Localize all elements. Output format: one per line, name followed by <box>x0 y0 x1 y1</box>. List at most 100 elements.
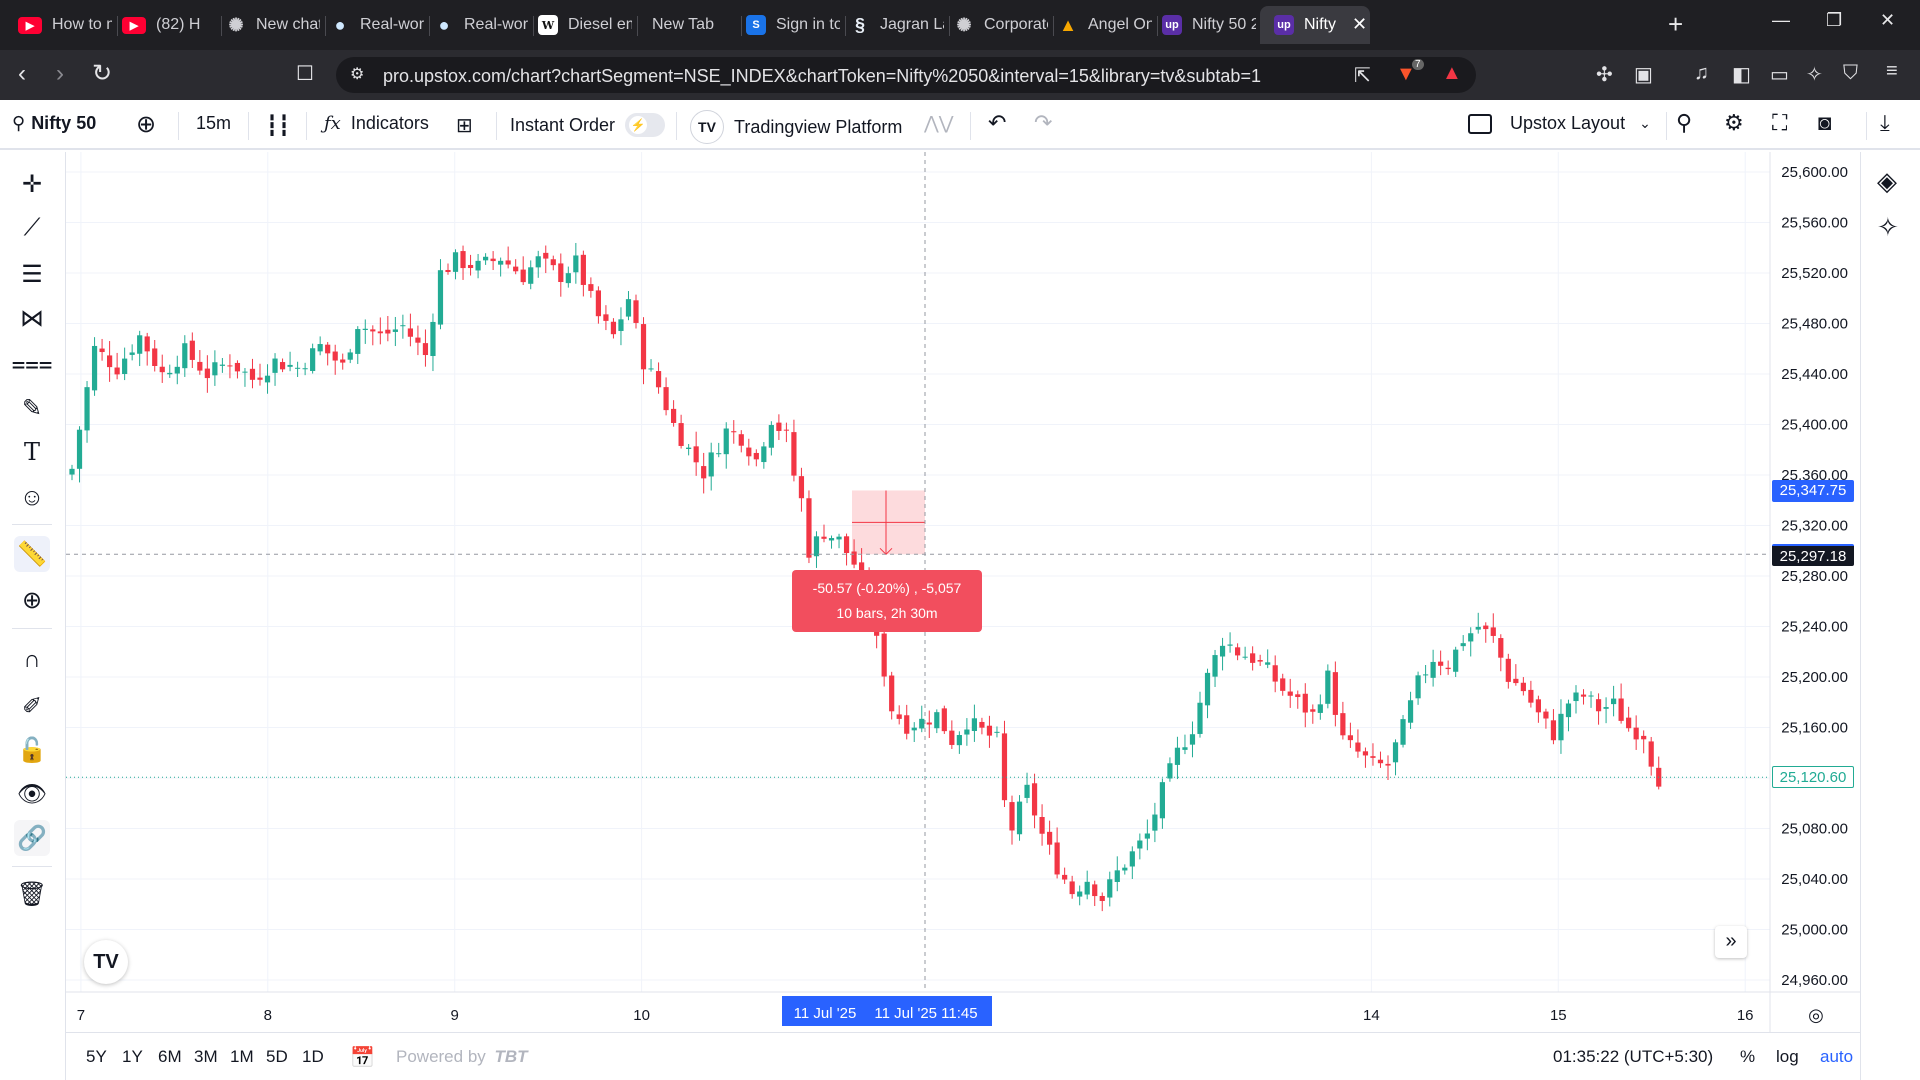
candle-body <box>1310 709 1316 712</box>
symbol-search-button[interactable]: ⚲ Nifty 50 <box>12 113 96 134</box>
projection-icon[interactable]: ⩶ <box>11 350 53 377</box>
ruler-icon[interactable]: 📏 <box>14 536 50 572</box>
download-icon[interactable]: ⤓ <box>1880 110 1890 135</box>
compare-symbol-button[interactable]: ⊕ <box>136 111 157 138</box>
url-field[interactable]: ⚙ pro.upstox.com/chart?chartSegment=NSE_… <box>336 57 1476 93</box>
minimize-icon[interactable]: — <box>1772 10 1790 30</box>
trash-icon[interactable]: 🗑 <box>16 880 48 908</box>
candle-body <box>1588 695 1594 697</box>
browser-tab[interactable]: up Nifty <box>1260 6 1370 44</box>
trend-line-icon[interactable]: ⟋ <box>23 214 41 241</box>
range-button-5y[interactable]: 5Y <box>86 1047 107 1066</box>
undo-icon[interactable]: ↶ <box>988 110 1007 135</box>
browser-tab[interactable]: ● Real-work <box>330 6 424 44</box>
percent-scale-button[interactable]: % <box>1740 1047 1756 1066</box>
candle-body <box>1641 735 1647 740</box>
link-icon[interactable]: 🔗 <box>14 820 50 856</box>
wallet-icon[interactable]: ▭ <box>1770 64 1789 86</box>
quick-search-icon[interactable]: ⚲ <box>1676 110 1693 135</box>
candle-body <box>422 343 429 356</box>
zoom-in-icon[interactable]: ⊕ <box>21 586 43 614</box>
back-icon[interactable]: ‹ <box>18 60 26 87</box>
browser-tab[interactable]: W Diesel em <box>538 6 632 44</box>
browser-tab-label: How to m <box>52 16 112 33</box>
candle-body <box>1595 699 1602 712</box>
layout-button[interactable]: Upstox Layout ⌄ <box>1468 113 1651 134</box>
screenshot-icon[interactable]: ◙ <box>1818 110 1832 135</box>
openai-icon: ✺ <box>228 14 244 35</box>
log-scale-button[interactable]: log <box>1776 1047 1799 1066</box>
browser-tab[interactable]: S Sign in to <box>746 6 840 44</box>
browser-tab[interactable]: ▶ How to m <box>18 6 112 44</box>
tradingview-logo[interactable]: TV <box>84 940 128 984</box>
auto-scale-button[interactable]: auto <box>1820 1047 1854 1066</box>
sparkle-icon[interactable]: ✧ <box>1877 212 1899 242</box>
range-button-1m[interactable]: 1M <box>230 1047 254 1066</box>
range-button-1d[interactable]: 1D <box>302 1047 324 1066</box>
share-icon[interactable]: ⇱ <box>1354 65 1371 87</box>
layers-icon[interactable]: ◈ <box>1877 166 1897 196</box>
lock-icon[interactable]: 🔓 <box>17 736 47 764</box>
instant-order-switch[interactable]: ⚡ <box>625 113 666 137</box>
browser-tab[interactable]: New Tab <box>642 6 736 44</box>
reload-icon[interactable]: ↻ <box>92 60 113 87</box>
range-button-6m[interactable]: 6M <box>158 1047 182 1066</box>
eye-icon[interactable]: 👁 <box>16 780 48 808</box>
media-icon[interactable]: ♫ <box>1694 62 1709 84</box>
text-icon[interactable]: T <box>23 438 40 466</box>
browser-tab[interactable]: § Jagran Lal <box>850 6 944 44</box>
bookmark-icon[interactable]: ☐ <box>296 63 314 85</box>
candle-body <box>197 361 203 371</box>
settings-icon[interactable]: ⚙ <box>1724 110 1744 135</box>
pattern-icon[interactable]: ⋈ <box>20 304 44 332</box>
magnet-icon[interactable]: ∩ <box>23 646 41 673</box>
clock[interactable]: 01:35:22 (UTC+5:30) <box>1553 1047 1714 1066</box>
close-tab-icon[interactable]: ✕ <box>1352 14 1368 34</box>
candle-body <box>513 266 519 272</box>
range-button-1y[interactable]: 1Y <box>122 1047 143 1066</box>
browser-tab[interactable]: up Nifty 50 2 <box>1162 6 1256 44</box>
redo-icon[interactable]: ↷ <box>1034 110 1053 135</box>
range-button-3m[interactable]: 3M <box>194 1047 218 1066</box>
extensions-icon[interactable]: ✣ <box>1596 64 1613 86</box>
brave-shield-icon[interactable]: ▼ <box>1396 63 1416 85</box>
browser-tab[interactable]: ✺ New chat <box>226 6 320 44</box>
close-window-icon[interactable]: ✕ <box>1880 10 1896 30</box>
browser-tab[interactable]: ▶ (82) H <box>122 6 216 44</box>
maximize-icon[interactable]: ❐ <box>1826 10 1843 30</box>
range-button-5d[interactable]: 5D <box>266 1047 288 1066</box>
y-tick-label: 24,960.00 <box>1781 972 1848 989</box>
templates-icon[interactable]: ⊞ <box>456 115 473 137</box>
new-tab-button[interactable]: + <box>1668 9 1684 39</box>
vpn-icon[interactable]: ⛉ <box>1843 62 1858 84</box>
site-info-icon[interactable]: ⚙ <box>350 66 365 83</box>
candle-body <box>1573 692 1579 702</box>
brave-rewards-icon[interactable]: ▲ <box>1442 62 1462 84</box>
browser-tab-label: Nifty 50 2 <box>1192 16 1256 33</box>
fullscreen-icon[interactable]: ⛶ <box>1772 110 1788 135</box>
brush-icon[interactable]: ✎ <box>21 394 43 422</box>
browser-tab[interactable]: ● Real-work <box>434 6 528 44</box>
browser-tab[interactable]: ▲ Angel On <box>1058 6 1152 44</box>
candle-body <box>550 259 556 266</box>
interval-button[interactable]: 15m <box>196 113 232 133</box>
date-range-icon[interactable]: 📅 <box>350 1047 375 1069</box>
replay-icon[interactable]: ⋀⋁ <box>924 113 954 133</box>
reader-icon[interactable]: ▣ <box>1634 64 1653 86</box>
indicators-button[interactable]: ƒx Indicators <box>324 113 429 134</box>
menu-icon[interactable]: ≡ <box>1886 60 1898 82</box>
scroll-to-realtime-button[interactable]: » <box>1715 926 1747 958</box>
leo-icon[interactable]: ✧ <box>1806 64 1823 86</box>
fib-lines-icon[interactable]: ☰ <box>21 260 43 288</box>
browser-tab[interactable]: ✺ Corporate <box>954 6 1048 44</box>
forward-icon[interactable]: › <box>56 60 64 87</box>
stay-in-drawing-icon[interactable]: ✐ <box>21 692 43 720</box>
candle-type-icon[interactable]: ┇┇ <box>266 115 291 137</box>
browser-tab-label: Corporate <box>984 16 1048 33</box>
instant-order-toggle[interactable]: Instant Order ⚡ <box>510 113 666 137</box>
emoji-icon[interactable]: ☺ <box>19 484 45 511</box>
sidebar-icon[interactable]: ◧ <box>1732 64 1751 86</box>
crosshair-icon[interactable]: ✛ <box>21 170 43 198</box>
tradingview-platform-button[interactable]: TV Tradingview Platform <box>690 110 902 144</box>
